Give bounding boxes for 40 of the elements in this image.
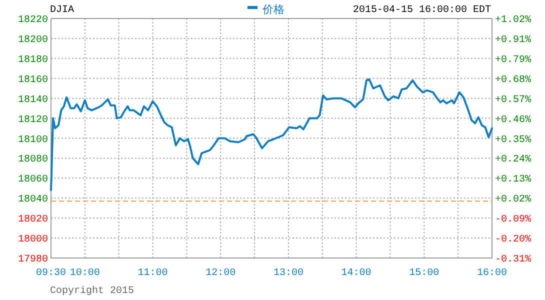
y2-tick-label: +0.35% [495,134,532,146]
chart-title: DJIA [50,5,74,16]
y-tick-label: 18160 [18,74,48,86]
x-tick-label: 12:00 [206,268,236,279]
x-tick-label: 14:00 [341,268,372,279]
y-tick-label: 18220 [18,15,48,26]
y-tick-label: 18200 [18,34,48,46]
y-tick-label: 18040 [18,194,48,206]
chart-subtitle: 2015-04-15 16:00:00 EDT [352,5,491,16]
line-series [50,78,493,192]
y2-tick-label: +0.46% [495,114,532,126]
x-tick-label: 11:00 [138,268,168,279]
x-tick-label: 13:00 [273,268,304,279]
y-tick-label: 18080 [18,154,48,166]
y-tick-label: 18020 [18,214,48,226]
y-tick-label: 18140 [18,94,48,106]
y2-tick-label: -0.09% [495,214,532,226]
y2-tick-label: +0.91% [495,34,532,46]
y-tick-label: 18000 [18,234,48,246]
y2-tick-label: +0.57% [495,94,532,106]
x-tick-label: 09:30 [36,268,66,279]
y2-tick-label: +0.02% [495,194,532,206]
y2-tick-label: -0.31% [495,254,532,266]
legend-label: 价格 [262,4,284,17]
x-tick-label: 10:00 [70,268,100,279]
y2-tick-label: -0.20% [495,234,532,246]
y2-tick-label: +0.79% [495,54,532,66]
y2-tick-label: +0.68% [495,74,532,86]
y2-tick-label: +0.13% [495,174,532,186]
legend: 价格 [248,5,284,17]
y-tick-label: 18100 [18,134,48,146]
y-tick-label: 18180 [18,54,48,66]
x-tick-label: 16:00 [476,268,508,279]
y2-tick-label: +0.24% [495,154,532,166]
y-tick-label: 18060 [18,174,48,186]
y-tick-label: 18120 [18,114,48,126]
y-tick-label: 17980 [18,254,48,266]
text: Copyright 2015 [50,285,134,297]
y2-tick-label: +1.02% [495,15,532,26]
x-tick-label: 15:00 [409,268,440,279]
